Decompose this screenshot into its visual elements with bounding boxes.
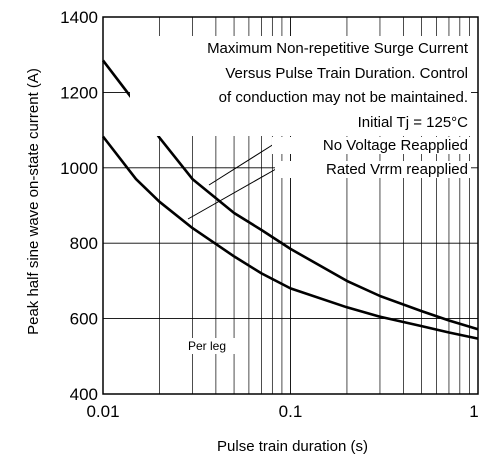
leader-line-2 (187, 168, 277, 220)
legend-labels: No Voltage Reapplied Rated Vrrm reapplied (272, 137, 471, 178)
legend-label-2: Rated Vrrm reapplied (326, 161, 468, 178)
y-tick-label: 400 (70, 385, 98, 404)
annotation-background (130, 36, 471, 136)
legend-background (272, 137, 471, 154)
note-background (185, 338, 237, 354)
y-tick-label: 1200 (60, 83, 98, 102)
annotation-line: Initial Tj = 125°C (358, 114, 469, 131)
tick-labels: 400 600 800 1000 1200 1400 0.01 0.1 1 (60, 8, 479, 421)
y-axis-label: Peak half sine wave on-state current (A) (25, 68, 42, 335)
legend-background (275, 161, 471, 178)
annotation-block: Maximum Non-repetitive Surge Current Vers… (130, 36, 471, 136)
legend-label-1: No Voltage Reapplied (323, 137, 468, 154)
per-leg-note: Per leg (188, 339, 226, 353)
y-tick-label: 600 (70, 310, 98, 329)
legend-leaders (187, 143, 277, 220)
annotation-line: of conduction may not be maintained. (219, 89, 468, 106)
annotation-line: Versus Pulse Train Duration. Control (225, 65, 468, 82)
annotation-line: Maximum Non-repetitive Surge Current (207, 40, 469, 57)
x-tick-label: 0.01 (86, 402, 119, 421)
leader-line-1 (208, 143, 275, 186)
x-tick-label: 0.1 (279, 402, 303, 421)
y-tick-label: 1400 (60, 8, 98, 27)
x-tick-label: 1 (469, 402, 478, 421)
series-line-2 (101, 135, 479, 340)
y-tick-label: 1000 (60, 159, 98, 178)
x-axis-label: Pulse train duration (s) (217, 438, 368, 455)
plot-frame (102, 16, 479, 395)
y-tick-label: 800 (70, 234, 98, 253)
